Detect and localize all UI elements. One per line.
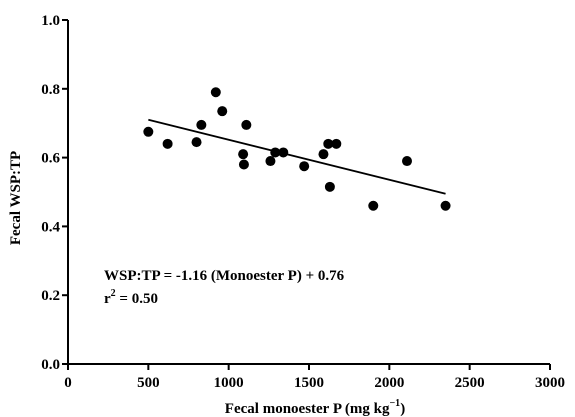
y-tick-label: 0.6 [41,151,60,167]
x-axis-ticks: 0 500 1000 1500 2000 2500 3000 [64,364,565,391]
data-point [241,119,252,130]
x-tick-label: 2000 [374,375,404,391]
data-point [331,138,342,149]
x-tick-label: 2500 [455,375,485,391]
r-squared-label: r2 = 0.50 [104,288,158,307]
x-tick-label: 1000 [214,375,244,391]
data-point [238,149,249,160]
y-tick-label: 1.0 [41,13,60,29]
data-point [318,149,329,160]
x-tick-label: 1500 [294,375,324,391]
r-squared-value: = 0.50 [116,291,158,307]
data-point [143,126,154,137]
regression-line-group [148,118,446,195]
data-point [217,106,228,117]
regression-line [148,118,446,195]
data-point [265,156,276,167]
y-tick-label: 0.4 [41,219,60,235]
data-points [143,87,451,211]
data-point [270,147,281,158]
y-tick-label: 0.0 [41,357,60,373]
x-tick-label: 500 [137,375,160,391]
y-tick-label: 0.2 [41,288,60,304]
regression-equation: WSP:TP = -1.16 (Monoester P) + 0.76 [104,268,345,284]
x-axis-title-superscript: −1 [389,398,400,409]
x-tick-label: 3000 [535,375,565,391]
data-point [324,181,335,192]
y-axis-title: Fecal WSP:TP [8,151,24,245]
y-axis-ticks: 0.0 0.2 0.4 0.6 0.8 1.0 [41,13,68,373]
x-axis-title-suffix: ) [400,401,405,417]
data-point [402,156,413,167]
axes [67,20,550,365]
data-point [210,87,221,98]
r-squared-base: r [104,291,111,307]
r-squared-exponent: 2 [111,288,116,299]
x-axis-title-text: Fecal monoester P (mg kg [225,401,390,417]
data-point [440,200,451,211]
data-point [196,119,207,130]
data-point [323,138,334,149]
data-point [278,147,289,158]
data-point [299,161,310,172]
data-point [162,138,173,149]
x-tick-label: 0 [64,375,72,391]
y-tick-label: 0.8 [41,82,60,98]
data-point [238,159,249,170]
data-point [368,200,379,211]
x-axis-title: Fecal monoester P (mg kg−1) [225,398,405,417]
data-point [191,137,202,148]
